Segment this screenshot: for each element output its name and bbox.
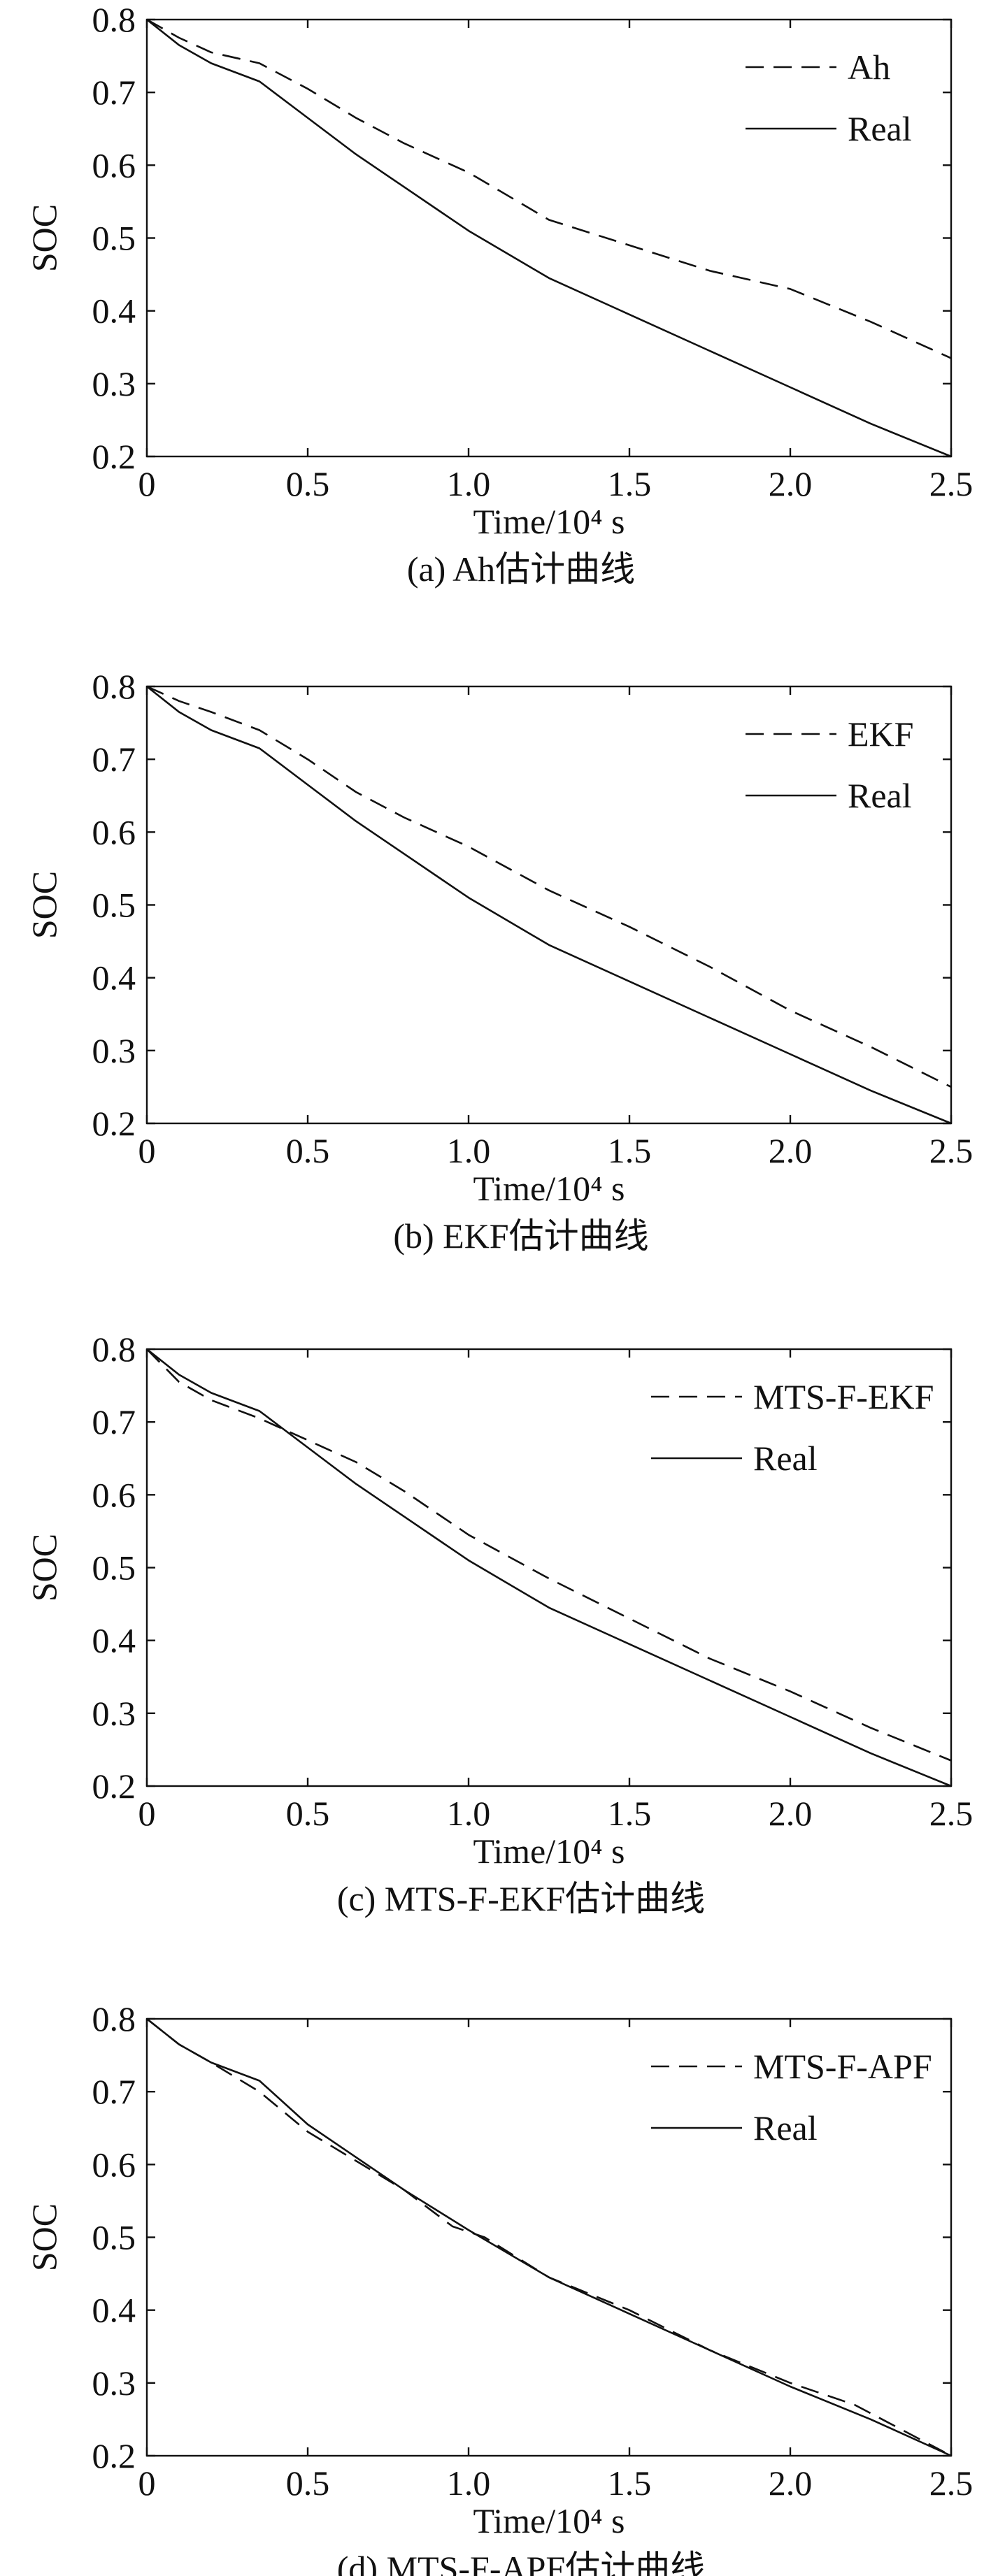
- x-tick-label: 2.5: [929, 1131, 974, 1170]
- y-tick-label: 0.5: [92, 1548, 136, 1588]
- x-tick-label: 0: [138, 1131, 156, 1170]
- x-tick-label: 1.0: [447, 1131, 491, 1170]
- x-tick-label: 2.0: [769, 2463, 813, 2503]
- y-tick-label: 0.5: [92, 219, 136, 258]
- x-tick-label: 1.0: [447, 1794, 491, 1833]
- x-tick-label: 1.0: [447, 2463, 491, 2503]
- y-axis-label: SOC: [24, 204, 64, 272]
- x-axis-label: Time/10⁴ s: [473, 1169, 625, 1208]
- x-tick-label: 0.5: [286, 1131, 330, 1170]
- legend-label: MTS-F-EKF: [753, 1377, 934, 1416]
- y-tick-label: 0.8: [92, 667, 136, 706]
- y-tick-label: 0.2: [92, 2436, 136, 2475]
- x-tick-label: 2.0: [769, 1794, 813, 1833]
- legend-label: Real: [753, 2108, 818, 2147]
- y-tick-label: 0.7: [92, 2072, 136, 2111]
- legend: EKF Real: [746, 714, 913, 815]
- y-tick-label: 0.8: [92, 1999, 136, 2038]
- series-line-real: [146, 1348, 952, 1787]
- y-tick-label: 0.7: [92, 73, 136, 112]
- series-line-mts-f-apf: [146, 2017, 952, 2457]
- y-tick-label: 0.4: [92, 958, 136, 998]
- x-tick-label: 1.5: [608, 2463, 652, 2503]
- x-tick-label: 2.0: [769, 1131, 813, 1170]
- x-tick-label: 2.5: [929, 464, 974, 503]
- series-line-real: [146, 685, 952, 1125]
- x-tick-label: 0: [138, 1794, 156, 1833]
- x-tick-label: 1.0: [447, 464, 491, 503]
- x-tick-label: 2.5: [929, 2463, 974, 2503]
- y-tick-label: 0.6: [92, 145, 136, 185]
- x-axis-label: Time/10⁴ s: [473, 2501, 625, 2540]
- x-tick-label: 1.5: [608, 464, 652, 503]
- series-line-ekf: [146, 685, 952, 1088]
- y-tick-label: 0.5: [92, 2218, 136, 2257]
- x-tick-label: 2.5: [929, 1794, 974, 1833]
- legend-label: Real: [848, 109, 912, 148]
- y-tick-label: 0.4: [92, 2291, 136, 2330]
- x-axis-label: Time/10⁴ s: [473, 502, 625, 541]
- y-tick-label: 0.3: [92, 1031, 136, 1070]
- x-axis-label: Time/10⁴ s: [473, 1832, 625, 1871]
- x-tick-label: 0.5: [286, 464, 330, 503]
- y-tick-label: 0.5: [92, 886, 136, 925]
- x-tick-label: 0.5: [286, 2463, 330, 2503]
- plot-frame: [145, 685, 953, 1125]
- y-axis-label: SOC: [24, 871, 64, 939]
- legend: Ah Real: [746, 48, 912, 148]
- figure-caption: (c) MTS-F-EKF估计曲线: [337, 1879, 705, 1918]
- legend-label: EKF: [848, 714, 913, 754]
- legend-label: Ah: [848, 48, 890, 87]
- x-tick-label: 0: [138, 464, 156, 503]
- x-tick-label: 0.5: [286, 1794, 330, 1833]
- chart-panel-3: 0 0.5 1.0 1.5 2.0 2.5 0.2 0.3 0.4 0.5 0.6 0.7 0.8 Tim…: [24, 1330, 973, 1918]
- y-tick-label: 0.3: [92, 2363, 136, 2403]
- y-tick-label: 0.2: [92, 1104, 136, 1143]
- y-tick-label: 0.6: [92, 2145, 136, 2184]
- legend: MTS-F-EKF Real: [651, 1377, 934, 1478]
- x-tick-label: 2.0: [769, 464, 813, 503]
- y-tick-label: 0.3: [92, 364, 136, 403]
- y-tick-label: 0.7: [92, 1402, 136, 1441]
- y-tick-label: 0.6: [92, 812, 136, 851]
- series-line-ah: [146, 18, 952, 359]
- y-tick-label: 0.7: [92, 740, 136, 779]
- y-axis-label: SOC: [24, 2203, 64, 2271]
- series-line-real: [146, 18, 952, 458]
- chart-panel-2: 0 0.5 1.0 1.5 2.0 2.5 0.2 0.3 0.4 0.5 0.6 0.7 0.8 Tim…: [24, 667, 973, 1255]
- y-axis-label: SOC: [24, 1534, 64, 1602]
- y-tick-label: 0.6: [92, 1475, 136, 1514]
- chart-panel-4: 0 0.5 1.0 1.5 2.0 2.5 0.2 0.3 0.4 0.5 0.6 0.7 0.8 Tim…: [24, 1999, 973, 2576]
- legend-label: Real: [848, 776, 912, 815]
- plot-frame: [145, 18, 953, 458]
- figure-caption: (d) MTS-F-APF估计曲线: [337, 2549, 705, 2576]
- figure-caption: (a) Ah估计曲线: [407, 549, 635, 589]
- y-tick-label: 0.4: [92, 292, 136, 331]
- chart-panel-1: 0 0.5 1.0 1.5 2.0 2.5 0.2 0.3 0.4 0.5 0.6 0.7 0.8 Tim…: [24, 0, 973, 589]
- x-tick-label: 0: [138, 2463, 156, 2503]
- y-tick-label: 0.2: [92, 437, 136, 476]
- y-tick-label: 0.3: [92, 1694, 136, 1733]
- y-tick-label: 0.2: [92, 1766, 136, 1806]
- legend-label: MTS-F-APF: [753, 2047, 932, 2086]
- y-tick-label: 0.8: [92, 1330, 136, 1369]
- x-tick-label: 1.5: [608, 1794, 652, 1833]
- figure-caption: (b) EKF估计曲线: [393, 1216, 648, 1255]
- series-line-real: [146, 2017, 952, 2457]
- x-tick-label: 1.5: [608, 1131, 652, 1170]
- legend: MTS-F-APF Real: [651, 2047, 932, 2147]
- legend-label: Real: [753, 1439, 818, 1478]
- y-tick-label: 0.4: [92, 1621, 136, 1660]
- y-tick-label: 0.8: [92, 0, 136, 39]
- series-line-mts-f-ekf: [146, 1348, 952, 1762]
